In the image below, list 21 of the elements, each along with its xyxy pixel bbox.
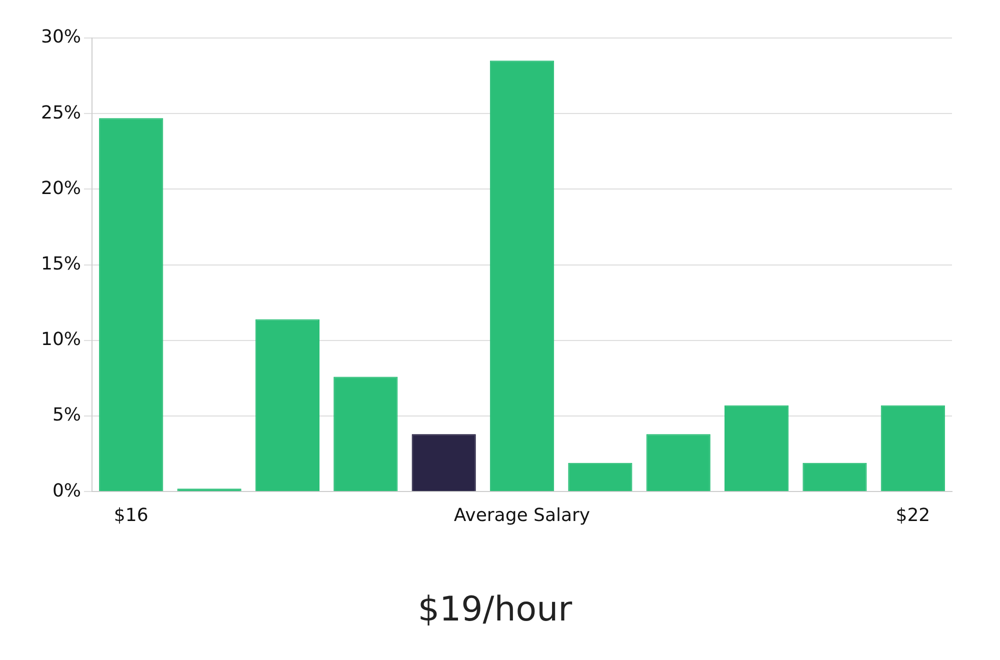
y-tick-label: 15% bbox=[40, 253, 82, 274]
y-tick-label: 30% bbox=[40, 26, 82, 48]
bar bbox=[412, 434, 476, 492]
y-tick-label: 0% bbox=[52, 480, 82, 502]
bar bbox=[646, 434, 710, 492]
y-tick-label: 10% bbox=[40, 329, 82, 350]
y-tick-label: 20% bbox=[40, 178, 82, 199]
text: $19/hour bbox=[418, 589, 572, 630]
bar bbox=[490, 60, 554, 492]
bar bbox=[255, 319, 320, 492]
y-tick-label: 25% bbox=[40, 102, 82, 124]
bar bbox=[880, 405, 945, 492]
bar bbox=[802, 462, 867, 492]
bar bbox=[99, 118, 164, 492]
bar bbox=[334, 376, 398, 492]
x-tick-label: $16 bbox=[114, 505, 148, 526]
y-tick-label: 5% bbox=[52, 404, 82, 426]
x-tick-label: $22 bbox=[896, 505, 930, 526]
bar bbox=[568, 462, 632, 492]
x-tick-label: Average Salary bbox=[454, 505, 590, 526]
bar bbox=[724, 405, 789, 492]
